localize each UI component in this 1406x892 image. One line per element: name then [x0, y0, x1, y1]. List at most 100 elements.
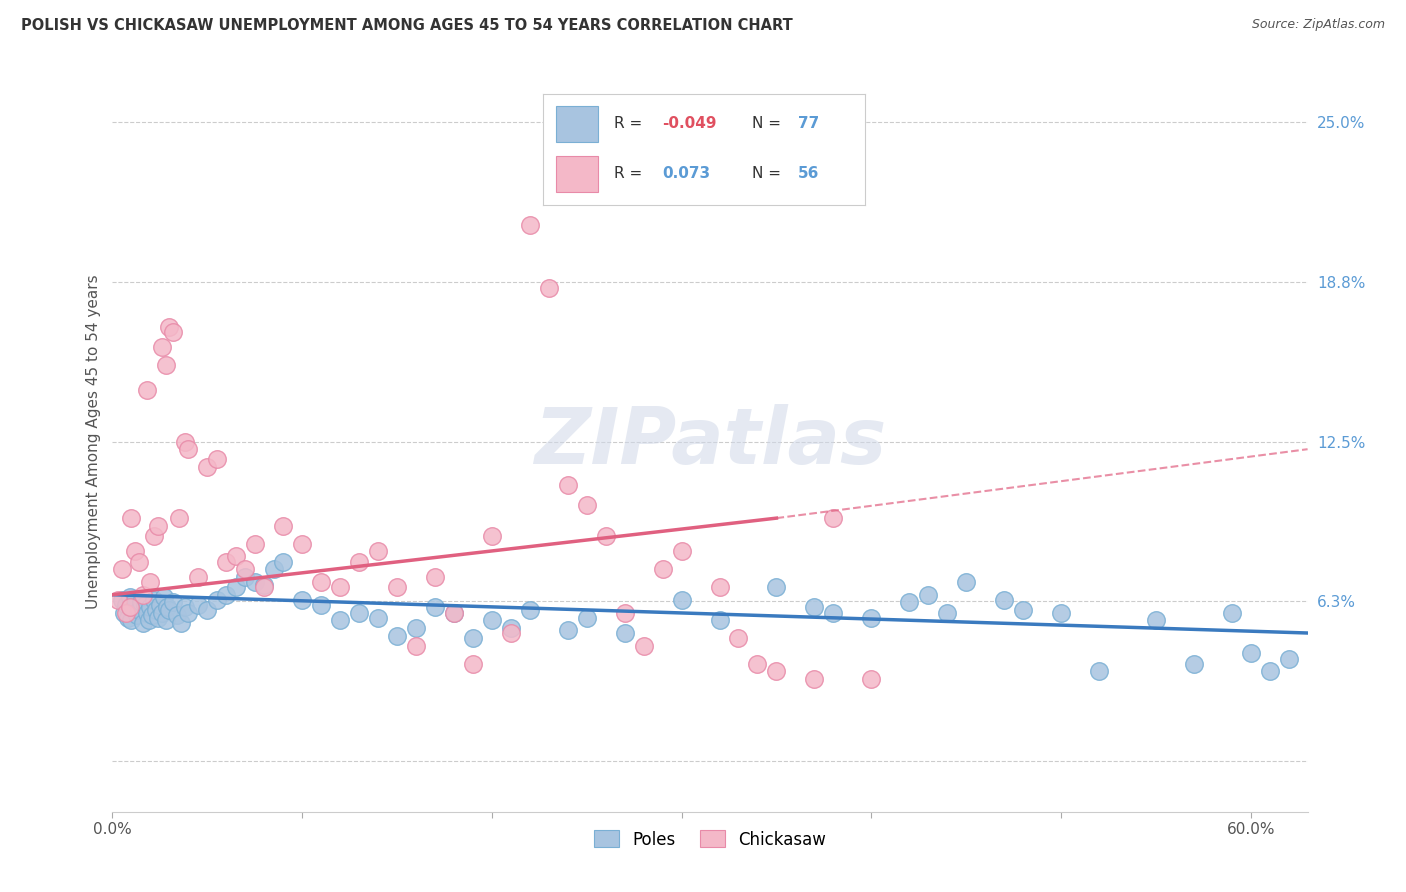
Point: [135, 606, 157, 620]
Point: [155, 358, 177, 372]
Point: [124, 544, 146, 558]
Point: [107, 592, 129, 607]
Point: [860, 672, 883, 686]
Point: [898, 595, 921, 609]
Point: [141, 608, 163, 623]
Point: [461, 657, 484, 671]
Point: [132, 615, 155, 630]
Point: [481, 529, 503, 543]
Point: [118, 591, 141, 605]
Point: [150, 606, 173, 620]
Point: [139, 600, 162, 615]
Point: [128, 603, 150, 617]
Point: [225, 580, 247, 594]
Point: [138, 613, 160, 627]
Point: [146, 518, 169, 533]
Point: [263, 562, 285, 576]
Point: [575, 499, 598, 513]
Point: [120, 511, 142, 525]
Point: [1088, 665, 1111, 679]
Point: [765, 580, 787, 594]
Point: [385, 580, 408, 594]
Point: [111, 562, 134, 576]
Point: [405, 621, 427, 635]
Point: [367, 610, 389, 624]
Point: [860, 610, 883, 624]
Point: [152, 591, 174, 605]
Point: [170, 615, 193, 630]
Point: [253, 577, 276, 591]
Point: [128, 555, 150, 569]
Point: [271, 555, 294, 569]
Point: [823, 511, 845, 525]
Point: [936, 606, 959, 620]
Point: [499, 621, 522, 635]
Point: [291, 536, 314, 550]
Point: [120, 613, 142, 627]
Point: [347, 555, 370, 569]
Point: [157, 603, 180, 617]
Point: [205, 592, 228, 607]
Point: [481, 613, 503, 627]
Point: [177, 606, 200, 620]
Point: [187, 598, 209, 612]
Point: [519, 603, 541, 617]
Point: [124, 592, 146, 607]
Point: [329, 580, 352, 594]
Point: [309, 574, 332, 589]
Point: [156, 600, 179, 615]
Point: [118, 600, 141, 615]
Point: [329, 613, 352, 627]
Point: [709, 613, 731, 627]
Point: [1220, 606, 1243, 620]
Point: [291, 592, 314, 607]
Point: [157, 319, 180, 334]
Point: [765, 665, 787, 679]
Point: [671, 544, 693, 558]
Point: [134, 598, 156, 612]
Point: [173, 434, 195, 449]
Point: [155, 613, 177, 627]
Point: [1278, 651, 1301, 665]
Point: [803, 600, 825, 615]
Point: [1182, 657, 1205, 671]
Point: [1258, 665, 1281, 679]
Point: [309, 598, 332, 612]
Point: [146, 610, 169, 624]
Point: [519, 218, 541, 232]
Point: [461, 631, 484, 645]
Point: [149, 598, 172, 612]
Point: [993, 592, 1015, 607]
Point: [613, 626, 636, 640]
Text: ZIPatlas: ZIPatlas: [534, 403, 886, 480]
Point: [162, 325, 184, 339]
Point: [195, 460, 218, 475]
Point: [405, 639, 427, 653]
Point: [243, 536, 266, 550]
Point: [253, 580, 276, 594]
Point: [215, 588, 238, 602]
Point: [557, 624, 579, 638]
Point: [803, 672, 825, 686]
Point: [671, 592, 693, 607]
Point: [347, 606, 370, 620]
Point: [1144, 613, 1167, 627]
Point: [385, 629, 408, 643]
Point: [117, 610, 139, 624]
Point: [114, 606, 136, 620]
Point: [166, 608, 188, 623]
Point: [367, 544, 389, 558]
Point: [443, 606, 465, 620]
Point: [709, 580, 731, 594]
Point: [423, 600, 446, 615]
Point: [233, 570, 256, 584]
Point: [575, 610, 598, 624]
Point: [177, 442, 200, 457]
Point: [1012, 603, 1035, 617]
Point: [499, 626, 522, 640]
Point: [162, 595, 184, 609]
Point: [205, 452, 228, 467]
Point: [423, 570, 446, 584]
Point: [595, 529, 617, 543]
Point: [129, 595, 152, 609]
